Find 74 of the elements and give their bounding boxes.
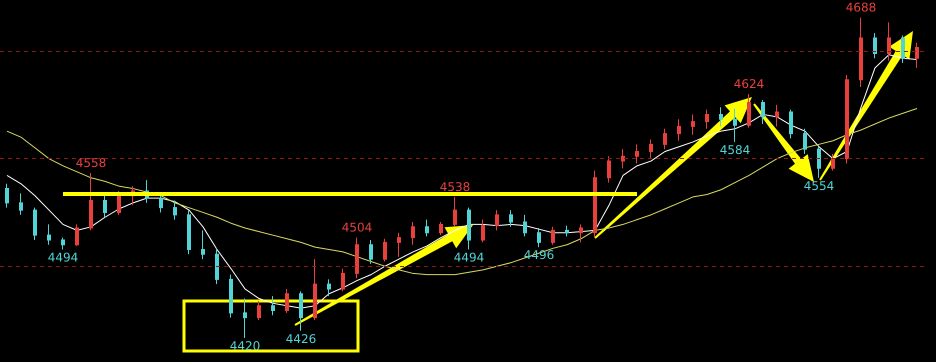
candlestick <box>649 139 653 160</box>
candlestick <box>705 109 709 130</box>
candlestick <box>327 278 331 297</box>
candlestick <box>803 128 807 154</box>
candlestick <box>61 237 65 250</box>
candlestick <box>19 192 23 216</box>
candlestick <box>33 207 37 240</box>
candlestick <box>523 214 527 237</box>
candlestick <box>607 156 611 184</box>
candlestick <box>663 128 667 150</box>
candlestick <box>383 238 387 262</box>
candlestick <box>89 172 93 231</box>
candlestick <box>299 290 303 332</box>
candlestick <box>285 288 289 314</box>
annotation: 4504 <box>342 220 372 235</box>
candlestick <box>481 219 485 243</box>
annotation: 4538 <box>440 180 470 194</box>
candlestick <box>775 104 779 127</box>
candlestick <box>789 109 793 139</box>
annotation: 4420 <box>230 338 260 353</box>
candlestick <box>103 194 107 218</box>
candlestick <box>873 32 877 59</box>
candlestick <box>859 17 863 88</box>
candlestick <box>397 232 401 258</box>
candlestick <box>439 222 443 236</box>
candlestick <box>425 219 429 237</box>
candlestick <box>677 118 681 142</box>
candlestick <box>187 210 191 255</box>
candlestick <box>75 224 79 246</box>
candlestick <box>173 200 177 220</box>
candlestick <box>369 239 373 264</box>
candlestick <box>733 108 737 142</box>
candlestick <box>565 225 569 237</box>
candlestick <box>817 146 821 178</box>
candlestick <box>215 248 219 285</box>
candlestick <box>691 114 695 136</box>
candlestick <box>887 22 891 62</box>
candlestick <box>747 94 751 128</box>
candlestick <box>915 42 919 68</box>
annotation: 4494 <box>48 250 78 265</box>
annotation: 4494 <box>454 250 484 265</box>
candlestick <box>229 274 233 318</box>
candlestick <box>495 210 499 231</box>
annotation: 4624 <box>734 77 764 92</box>
annotation: 4554 <box>804 178 834 193</box>
candlestick <box>411 222 415 246</box>
candlestick <box>271 296 275 316</box>
candlestick <box>845 74 849 164</box>
candlestick <box>551 226 555 246</box>
candlestick <box>47 224 51 246</box>
candlestick <box>201 230 205 260</box>
candlestick <box>537 228 541 248</box>
candlestick <box>355 237 359 279</box>
candlestick <box>453 196 457 228</box>
annotation: 4688 <box>846 0 876 15</box>
annotation: 4426 <box>286 332 316 346</box>
candlestick <box>117 190 121 216</box>
candlestick <box>621 148 625 169</box>
candlestick <box>761 100 765 125</box>
candlestick <box>831 153 835 172</box>
candlestick <box>593 170 597 238</box>
candlestick <box>719 106 723 127</box>
candlestick <box>901 35 905 64</box>
candlestick <box>341 268 345 292</box>
annotation: 4558 <box>76 156 106 170</box>
candlestick <box>579 224 583 243</box>
candlestick <box>243 298 247 338</box>
candlestick <box>467 207 471 250</box>
candlestick <box>313 258 317 321</box>
candlestick <box>257 300 261 321</box>
annotation: 4584 <box>720 142 750 157</box>
candlestick <box>509 210 513 228</box>
candlestick <box>635 144 639 164</box>
candlestick <box>5 183 9 208</box>
